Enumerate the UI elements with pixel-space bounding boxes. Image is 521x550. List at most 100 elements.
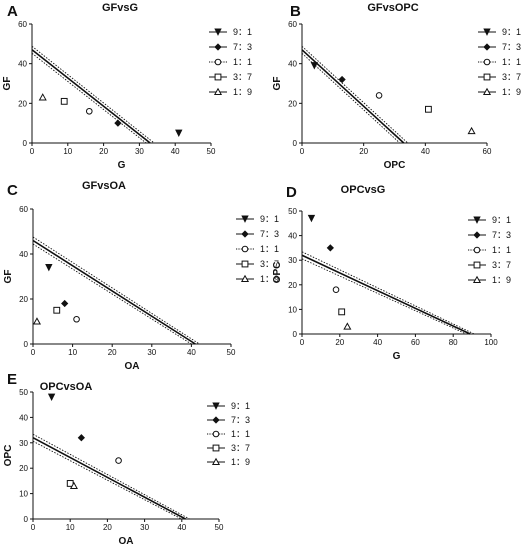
x-axis-label: G — [118, 160, 126, 171]
y-tick-label: 30 — [288, 256, 297, 265]
data-point-triangle-down — [47, 393, 56, 401]
data-point-triangle-down — [310, 62, 319, 70]
confidence-band-upper — [32, 433, 190, 520]
y-tick-label: 60 — [18, 20, 27, 29]
x-tick-label: 50 — [207, 147, 216, 156]
y-axis-label: GF — [272, 77, 283, 91]
data-point-triangle-down — [175, 129, 183, 137]
legend-label: 7：3 — [502, 42, 521, 52]
panel-letter: D — [286, 184, 297, 201]
data-point-triangle-down — [307, 214, 316, 223]
data-point-triangle-open — [38, 93, 47, 101]
confidence-band-lower — [301, 258, 467, 335]
y-tick-label: 60 — [19, 205, 28, 214]
x-tick-label: 60 — [411, 338, 420, 347]
legend: 9：1 7：3 1：1 3：7 1：9 — [207, 401, 250, 467]
confidence-band-upper — [301, 251, 475, 335]
y-tick-label: 0 — [293, 139, 298, 148]
x-axis-label: OA — [125, 361, 140, 372]
legend-marker-triangle-open — [213, 87, 223, 96]
data-point-diamond — [114, 119, 122, 127]
data-point-square-open — [53, 306, 61, 314]
chart-title: OPCvsOA — [40, 381, 93, 393]
x-axis-label: OPC — [384, 160, 406, 171]
x-tick-label: 0 — [30, 147, 35, 156]
x-tick-label: 80 — [449, 338, 458, 347]
legend-marker-circle-open — [483, 58, 491, 66]
x-tick-label: 40 — [177, 523, 186, 532]
y-tick-label: 40 — [18, 60, 27, 69]
legend-label: 1：1 — [231, 429, 250, 439]
legend-marker-square-open — [483, 73, 491, 81]
x-tick-label: 10 — [66, 523, 75, 532]
x-tick-label: 0 — [300, 147, 305, 156]
regression-line — [32, 239, 196, 345]
legend-marker-triangle-down — [214, 28, 222, 36]
data-point-diamond — [61, 299, 69, 308]
data-point-circle-open — [73, 315, 80, 323]
data-point-diamond — [326, 244, 334, 252]
legend-marker-triangle-down — [241, 215, 249, 223]
y-tick-label: 10 — [19, 490, 28, 499]
y-tick-label: 40 — [19, 413, 28, 422]
chart-panel-b: B GFvsOPC 0 20 40 60 0 20 40 60 OPC GF 9：1 7：3 1：1 3：7 1… — [272, 2, 521, 171]
data-point-square-open — [425, 105, 432, 113]
x-tick-label: 30 — [147, 348, 156, 357]
x-tick-label: 10 — [63, 147, 72, 156]
legend-marker-square-open — [214, 73, 222, 81]
legend-marker-diamond — [212, 416, 220, 424]
legend-marker-square-open — [212, 444, 220, 452]
legend-label: 3：7 — [231, 443, 250, 453]
x-tick-label: 50 — [227, 348, 236, 357]
chart-panel-d: D OPCvsG 0 20 40 60 80 100 0 10 20 30 40 50 G OPC 9：1 7：3… — [272, 184, 511, 362]
legend-marker-diamond — [214, 43, 222, 51]
confidence-band-lower — [32, 243, 192, 345]
data-point-triangle-down — [45, 263, 53, 272]
legend-marker-diamond — [473, 231, 481, 239]
data-point-diamond — [338, 75, 346, 84]
chart-panel-e: E OPCvsOA 0 10 20 30 40 50 0 10 20 30 40 50 OA OPC 9：1 7：… — [3, 371, 250, 547]
x-tick-label: 60 — [483, 147, 492, 156]
y-axis-label: OPC — [272, 262, 283, 284]
y-axis-label: GF — [2, 77, 13, 91]
confidence-band-lower — [31, 52, 147, 144]
legend-marker-triangle-open — [472, 275, 482, 284]
legend-label: 3：7 — [233, 72, 252, 82]
regression-line — [31, 49, 151, 144]
legend-label: 3：7 — [502, 72, 521, 82]
x-tick-label: 30 — [140, 523, 149, 532]
y-tick-label: 0 — [23, 139, 28, 148]
legend-marker-triangle-down — [212, 402, 220, 410]
x-tick-label: 0 — [31, 523, 36, 532]
legend-label: 3：7 — [492, 260, 511, 270]
chart-title: GFvsOA — [82, 180, 126, 192]
legend-label: 7：3 — [260, 229, 279, 239]
x-tick-label: 20 — [108, 348, 117, 357]
legend-label: 7：3 — [231, 415, 250, 425]
panel-letter: C — [7, 182, 18, 199]
confidence-band-upper — [301, 45, 409, 144]
y-tick-label: 20 — [19, 464, 28, 473]
x-tick-label: 30 — [135, 147, 144, 156]
x-tick-label: 40 — [171, 147, 180, 156]
x-tick-label: 20 — [99, 147, 108, 156]
y-tick-label: 0 — [24, 340, 29, 349]
legend-label: 1：9 — [233, 87, 252, 97]
legend-marker-triangle-open — [482, 87, 492, 96]
legend-marker-circle-open — [214, 58, 222, 66]
chart-title: OPCvsG — [341, 184, 386, 196]
y-tick-label: 50 — [288, 207, 297, 216]
confidence-band-upper — [31, 45, 155, 144]
panel-letter: E — [7, 371, 17, 388]
legend: 9：1 7：3 1：1 3：7 1：9 — [478, 27, 521, 97]
chart-panel-a: A GFvsG 0 10 20 30 40 50 0 20 40 60 G GF 9：1 7：3 1：1 3：7 1… — [2, 2, 252, 171]
x-tick-label: 100 — [484, 338, 498, 347]
y-axis-label: OPC — [3, 445, 14, 467]
data-point-triangle-open — [343, 322, 352, 330]
legend-label: 1：1 — [502, 57, 521, 67]
data-point-square-open — [338, 308, 346, 316]
legend-label: 1：1 — [260, 244, 279, 254]
y-tick-label: 20 — [19, 295, 28, 304]
legend-marker-square-open — [473, 261, 481, 269]
